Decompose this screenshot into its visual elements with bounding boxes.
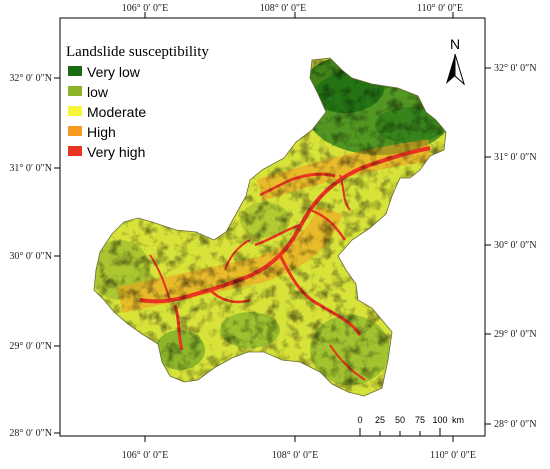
- legend-title: Landslide susceptibility: [66, 44, 209, 60]
- legend-label-very-low: Very low: [87, 64, 141, 80]
- lat-label-left-28: 28° 0′ 0″N: [9, 428, 52, 439]
- lon-label-bottom-106: 106° 0′ 0″E: [122, 450, 168, 461]
- lat-label-right-31: 31° 0′ 0″N: [494, 152, 537, 163]
- legend-swatch-moderate: [68, 106, 82, 116]
- lat-label-right-30: 30° 0′ 0″N: [494, 240, 537, 251]
- lat-label-left-32: 32° 0′ 0″N: [9, 73, 52, 84]
- legend-label-high: High: [87, 124, 116, 140]
- lon-label-top-110: 110° 0′ 0″E: [417, 3, 463, 14]
- scale-tick-100: 100: [432, 415, 447, 425]
- legend-swatch-high: [68, 126, 82, 136]
- susceptibility-map: [94, 58, 446, 396]
- legend-label-low: low: [87, 84, 109, 100]
- lat-label-right-29: 29° 0′ 0″N: [494, 329, 537, 340]
- legend-swatch-very-high: [68, 146, 82, 156]
- lat-label-left-29: 29° 0′ 0″N: [9, 341, 52, 352]
- lat-label-left-30: 30° 0′ 0″N: [9, 251, 52, 262]
- scale-tick-0: 0: [357, 415, 362, 425]
- lat-label-left-31: 31° 0′ 0″N: [9, 163, 52, 174]
- north-arrow-icon: N: [446, 36, 465, 86]
- legend-label-moderate: Moderate: [87, 104, 146, 120]
- scale-tick-75: 75: [415, 415, 425, 425]
- scale-tick-50: 50: [395, 415, 405, 425]
- north-label: N: [450, 36, 460, 52]
- legend-swatch-very-low: [68, 66, 82, 76]
- lon-label-top-106: 106° 0′ 0″E: [122, 3, 168, 14]
- lat-label-right-32: 32° 0′ 0″N: [494, 63, 537, 74]
- map-frame: [54, 12, 491, 442]
- lon-label-bottom-108: 108° 0′ 0″E: [272, 450, 318, 461]
- lon-label-top-108: 108° 0′ 0″E: [260, 3, 306, 14]
- legend-swatch-low: [68, 86, 82, 96]
- lon-label-bottom-110: 110° 0′ 0″E: [430, 450, 476, 461]
- legend: Landslide susceptibility Very low low Mo…: [66, 44, 209, 160]
- scale-tick-25: 25: [375, 415, 385, 425]
- lat-label-right-28: 28° 0′ 0″N: [494, 419, 537, 430]
- scale-unit: km: [452, 415, 464, 425]
- legend-label-very-high: Very high: [87, 144, 145, 160]
- scale-bar: 0 25 50 75 100 km: [357, 415, 464, 437]
